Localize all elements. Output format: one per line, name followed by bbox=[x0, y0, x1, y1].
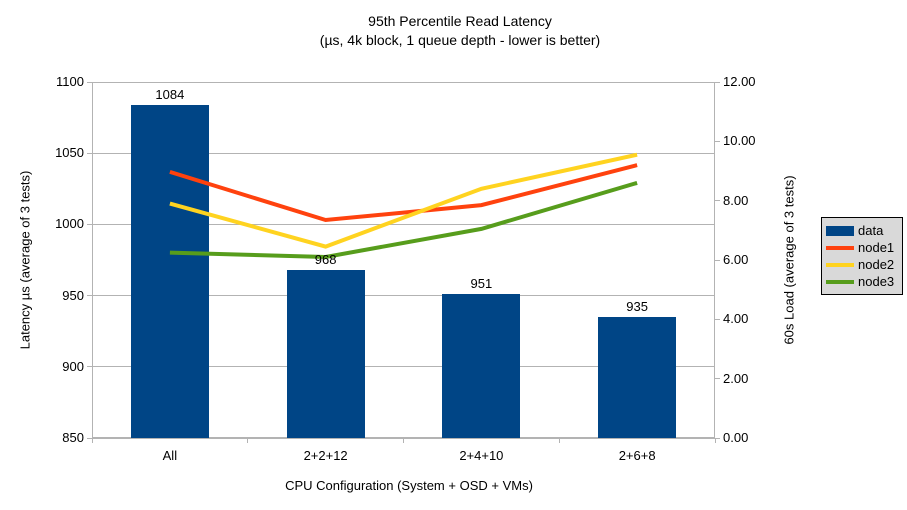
line-node2 bbox=[169, 152, 638, 249]
right-axis-tick-label: 0.00 bbox=[723, 430, 749, 445]
line-node1 bbox=[169, 163, 638, 223]
chart-title-block: 95th Percentile Read Latency (µs, 4k blo… bbox=[110, 12, 810, 50]
bar bbox=[286, 269, 365, 438]
chart-subtitle: (µs, 4k block, 1 queue depth - lower is … bbox=[319, 32, 601, 48]
bar bbox=[442, 294, 521, 438]
legend-label: data bbox=[858, 223, 884, 238]
left-axis-tick-label: 1000 bbox=[55, 216, 84, 232]
category-label: 2+2+12 bbox=[303, 448, 348, 463]
left-axis-tick-label: 900 bbox=[62, 358, 84, 374]
bar bbox=[598, 316, 677, 438]
x-axis-tick bbox=[91, 438, 93, 443]
left-axis-tick-label: 1050 bbox=[55, 145, 84, 161]
legend-swatch-node2 bbox=[826, 262, 854, 267]
category-label: 2+6+8 bbox=[618, 448, 656, 463]
x-axis-title: CPU Configuration (System + OSD + VMs) bbox=[285, 478, 533, 493]
right-axis-tick bbox=[715, 81, 720, 83]
legend-item-data: data bbox=[826, 222, 898, 239]
legend-swatch-data bbox=[826, 225, 854, 236]
left-axis-title: Latency µs (average of 3 tests) bbox=[17, 170, 33, 350]
legend-label: node3 bbox=[858, 274, 895, 289]
grid-line bbox=[92, 81, 715, 83]
chart-title: 95th Percentile Read Latency bbox=[368, 13, 552, 29]
x-axis-tick bbox=[714, 438, 716, 443]
left-axis-tick bbox=[87, 223, 92, 225]
grid-line bbox=[92, 295, 715, 297]
right-axis-tick bbox=[715, 200, 720, 202]
left-axis-tick bbox=[87, 437, 92, 439]
right-axis-tick-label: 6.00 bbox=[723, 252, 749, 267]
legend-item-node2: node2 bbox=[826, 256, 898, 273]
bar-value-label: 951 bbox=[470, 276, 493, 292]
legend-item-node1: node1 bbox=[826, 239, 898, 256]
category-label: 2+4+10 bbox=[459, 448, 504, 463]
left-axis-tick bbox=[87, 81, 92, 83]
grid-line bbox=[92, 152, 715, 154]
right-axis-title: 60s Load (average of 3 tests) bbox=[781, 175, 797, 345]
legend-item-node3: node3 bbox=[826, 273, 898, 290]
right-axis-tick bbox=[715, 318, 720, 320]
legend-swatch-node1 bbox=[826, 245, 854, 250]
right-axis-tick bbox=[715, 437, 720, 439]
legend-swatch-node3 bbox=[826, 279, 854, 284]
left-axis-tick-label: 950 bbox=[62, 287, 84, 303]
left-axis-tick bbox=[87, 366, 92, 368]
line-node3 bbox=[169, 180, 638, 260]
grid-line bbox=[92, 223, 715, 225]
right-axis-tick bbox=[715, 259, 720, 261]
bar-value-label: 935 bbox=[626, 298, 648, 314]
x-axis-tick bbox=[558, 438, 560, 443]
line-series-overlay bbox=[169, 152, 638, 260]
left-axis-tick-label: 850 bbox=[62, 430, 84, 445]
x-axis-tick bbox=[403, 438, 404, 443]
right-axis-tick bbox=[715, 378, 720, 380]
category-label: All bbox=[162, 448, 178, 463]
left-axis-tick-label: 1100 bbox=[56, 74, 84, 89]
legend: data node1 node2 node3 bbox=[821, 217, 903, 295]
left-axis-tick bbox=[87, 295, 92, 297]
bar bbox=[130, 104, 209, 438]
x-axis-tick bbox=[247, 438, 249, 443]
right-axis-tick-label: 12.00 bbox=[723, 74, 756, 89]
right-axis-tick-label: 10.00 bbox=[723, 133, 756, 149]
right-axis-tick-label: 4.00 bbox=[723, 311, 749, 327]
legend-label: node1 bbox=[858, 240, 895, 255]
left-axis-tick bbox=[87, 152, 92, 154]
bar-value-label: 968 bbox=[314, 251, 337, 267]
grid-line bbox=[92, 366, 715, 368]
right-axis-tick-label: 8.00 bbox=[723, 192, 749, 208]
right-axis-tick bbox=[715, 140, 720, 142]
right-axis-tick-label: 2.00 bbox=[723, 370, 749, 386]
legend-label: node2 bbox=[858, 257, 895, 272]
bar-value-label: 1084 bbox=[155, 86, 185, 102]
